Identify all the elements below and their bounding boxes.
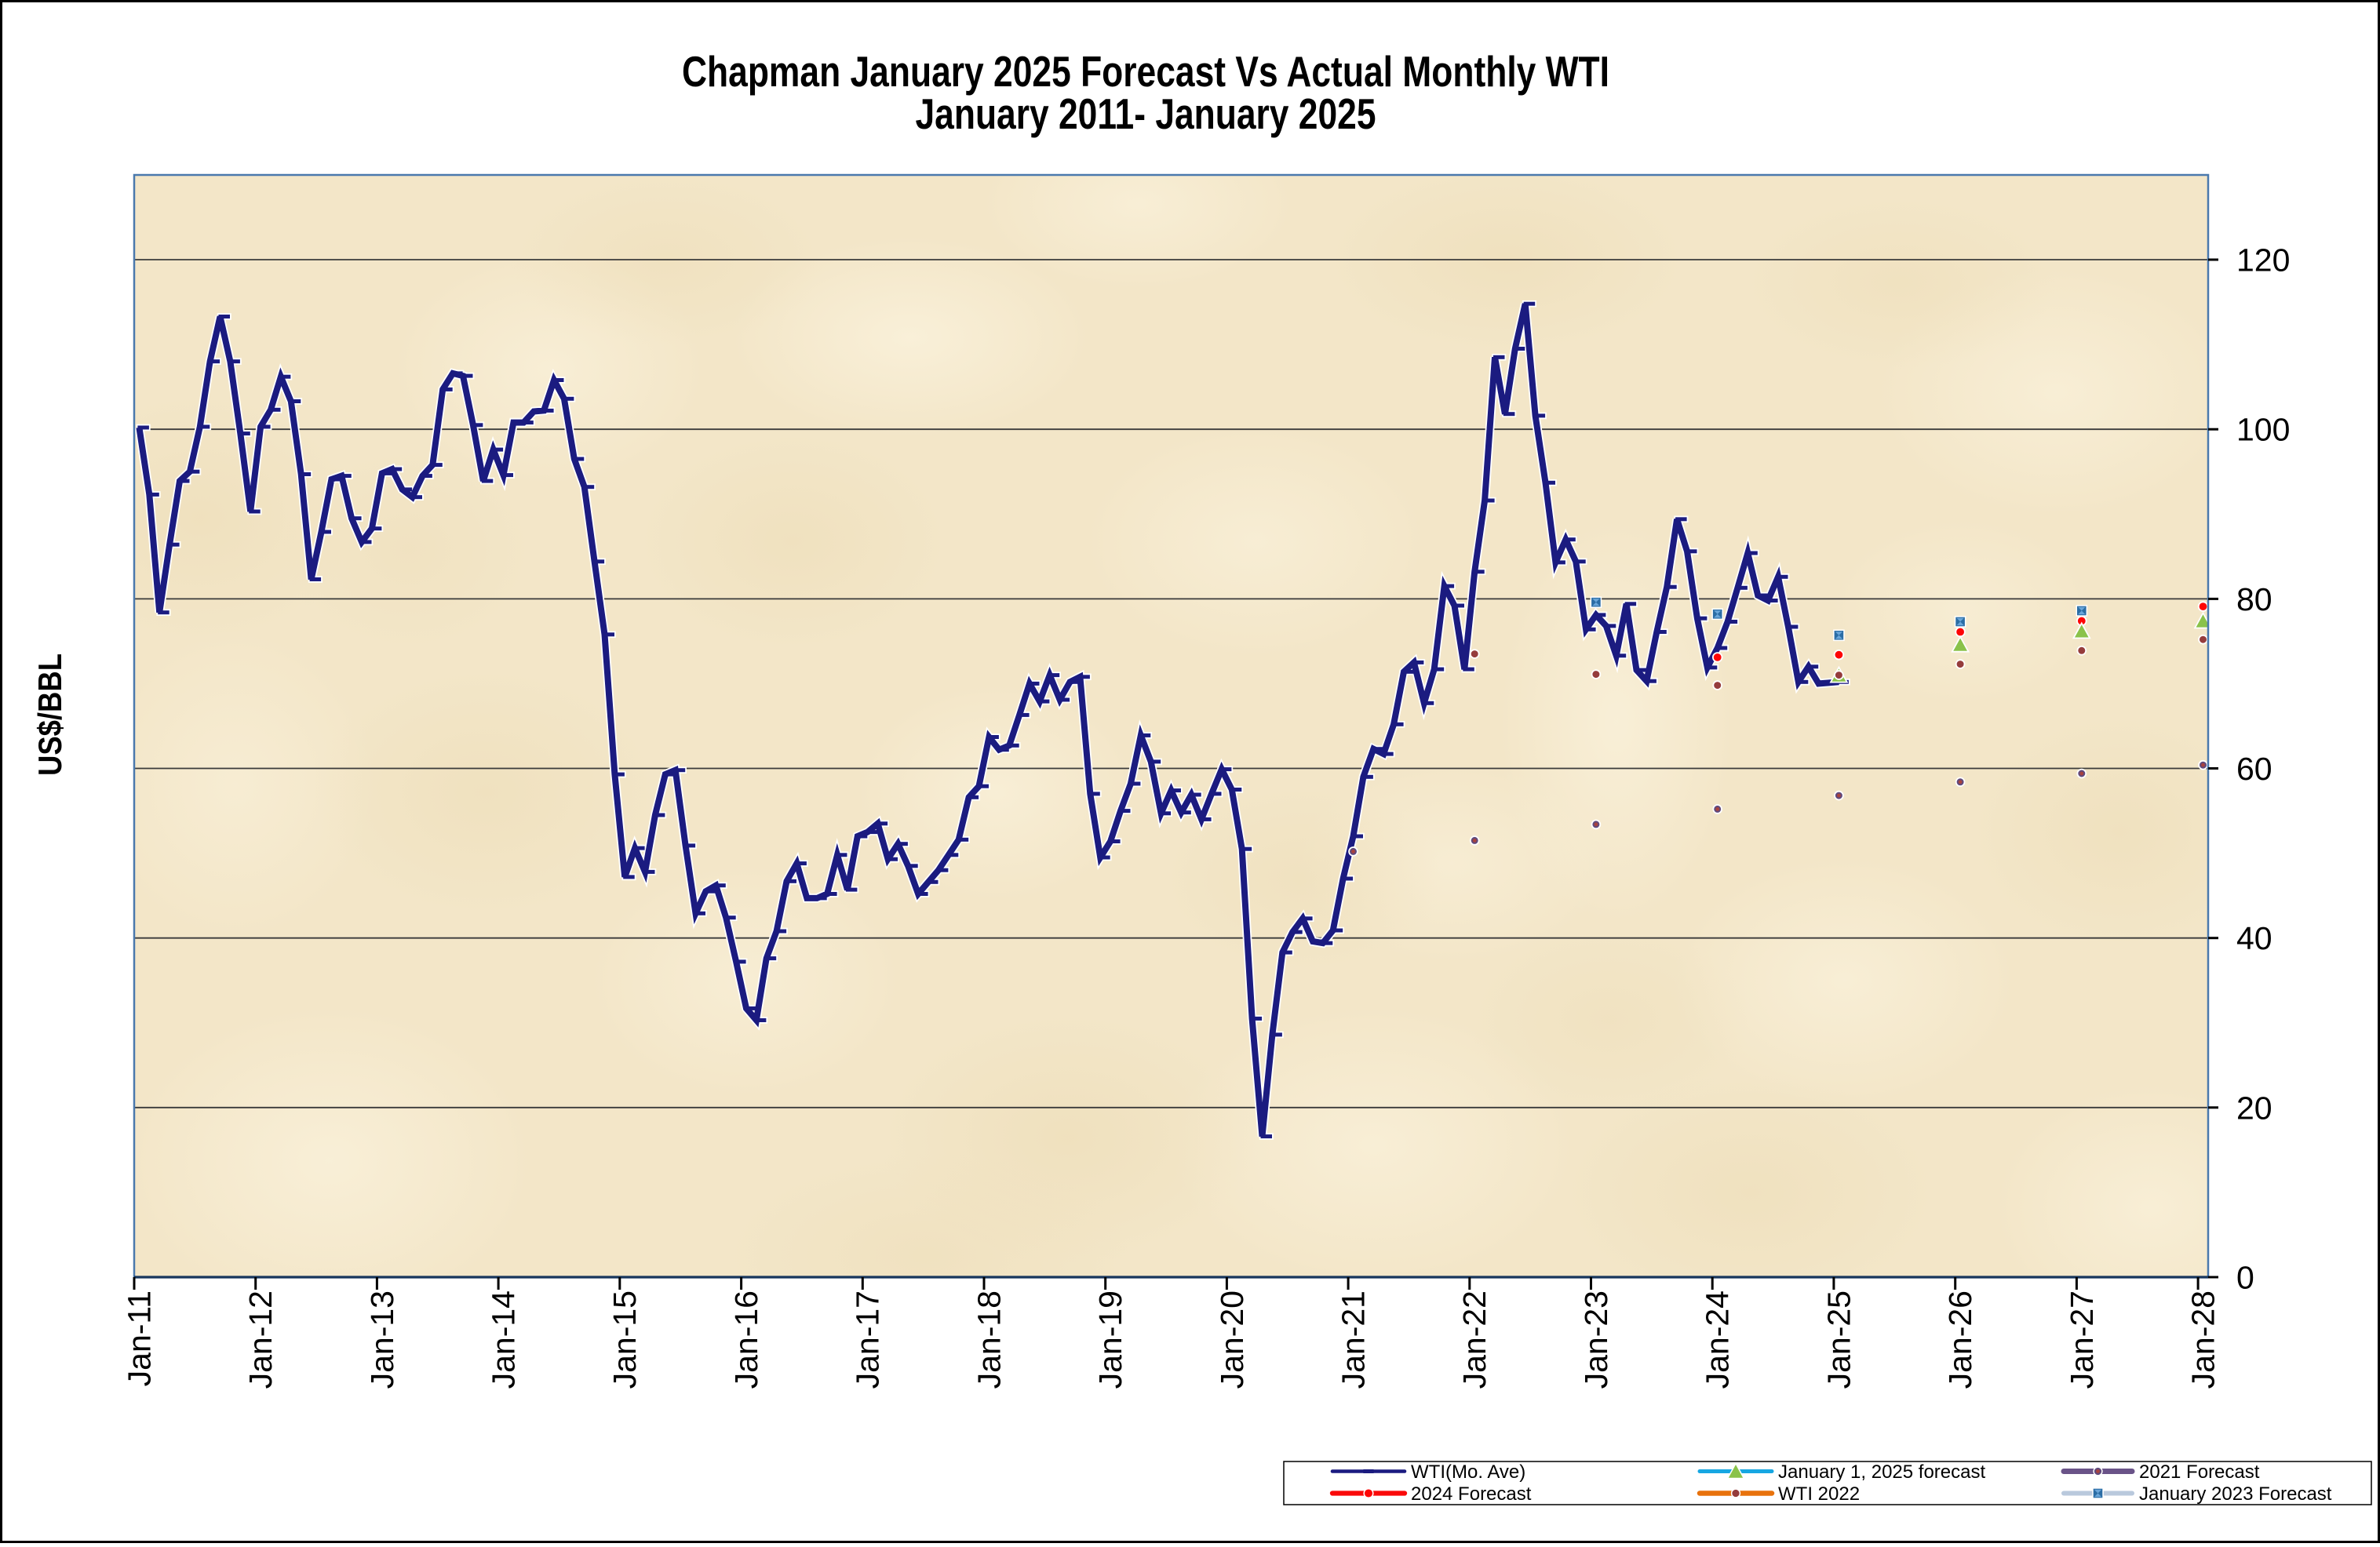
svg-text:40: 40 xyxy=(2236,920,2272,956)
svg-text:Jan-23: Jan-23 xyxy=(1578,1290,1614,1389)
svg-text:Chapman January 2025 Forecast: Chapman January 2025 Forecast Vs Actual … xyxy=(682,47,1609,96)
svg-text:Jan-24: Jan-24 xyxy=(1700,1290,1736,1389)
svg-text:80: 80 xyxy=(2236,581,2272,617)
svg-text:Jan-25: Jan-25 xyxy=(1821,1290,1857,1389)
svg-text:Jan-17: Jan-17 xyxy=(850,1290,886,1389)
svg-text:Jan-16: Jan-16 xyxy=(728,1290,764,1389)
svg-text:120: 120 xyxy=(2236,242,2290,278)
svg-text:Jan-14: Jan-14 xyxy=(486,1290,522,1389)
svg-text:2021 Forecast: 2021 Forecast xyxy=(2139,1461,2260,1483)
svg-text:US$/BBL: US$/BBL xyxy=(31,653,68,776)
svg-text:Jan-21: Jan-21 xyxy=(1336,1290,1372,1389)
svg-text:January 2023 Forecast: January 2023 Forecast xyxy=(2139,1483,2332,1505)
svg-text:Jan-15: Jan-15 xyxy=(607,1290,643,1389)
svg-text:Jan-11: Jan-11 xyxy=(121,1290,157,1386)
svg-text:January 2011- January 2025: January 2011- January 2025 xyxy=(916,89,1376,138)
svg-text:January 1, 2025 forecast: January 1, 2025 forecast xyxy=(1778,1461,1985,1483)
svg-text:20: 20 xyxy=(2236,1090,2272,1126)
svg-text:100: 100 xyxy=(2236,412,2290,448)
svg-text:Jan-28: Jan-28 xyxy=(2185,1290,2221,1389)
svg-text:60: 60 xyxy=(2236,751,2272,787)
svg-text:Jan-13: Jan-13 xyxy=(364,1290,400,1389)
svg-text:WTI 2022: WTI 2022 xyxy=(1778,1483,1860,1505)
svg-text:Jan-18: Jan-18 xyxy=(971,1290,1007,1389)
svg-text:2024 Forecast: 2024 Forecast xyxy=(1411,1483,1532,1505)
svg-text:WTI(Mo. Ave): WTI(Mo. Ave) xyxy=(1411,1461,1525,1483)
svg-text:Jan-27: Jan-27 xyxy=(2064,1290,2100,1389)
svg-text:Jan-22: Jan-22 xyxy=(1456,1290,1493,1389)
svg-text:0: 0 xyxy=(2236,1260,2254,1296)
svg-text:Jan-12: Jan-12 xyxy=(242,1290,279,1389)
svg-text:Jan-19: Jan-19 xyxy=(1092,1290,1128,1389)
svg-text:Jan-20: Jan-20 xyxy=(1214,1290,1250,1389)
svg-text:Jan-26: Jan-26 xyxy=(1942,1290,1978,1389)
